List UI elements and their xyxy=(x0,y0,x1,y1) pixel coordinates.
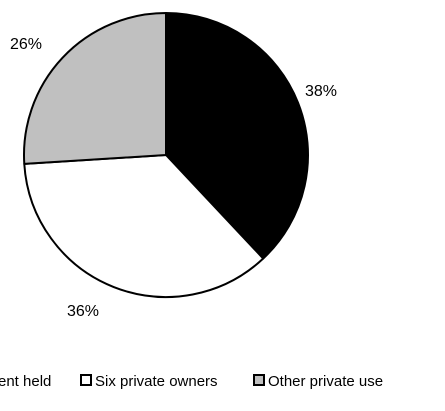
legend-entry-1: Six private owners xyxy=(80,373,218,390)
legend-entry-0: ent held xyxy=(0,373,51,390)
legend-label-2: Other private use xyxy=(268,373,383,390)
slice-label-0: 38% xyxy=(305,83,337,100)
pie-slice-0 xyxy=(165,12,309,260)
legend-entry-2: Other private use xyxy=(253,373,383,390)
pie-slices xyxy=(23,12,309,299)
pie-slice-1 xyxy=(23,154,265,299)
legend: ent held Six private owners Other privat… xyxy=(0,373,383,390)
pie-slice-2 xyxy=(23,12,167,165)
legend-label-0: ent held xyxy=(0,373,51,390)
slice-label-2: 26% xyxy=(10,36,42,53)
legend-swatch-2 xyxy=(253,374,265,386)
slice-labels: 38% 36% 26% xyxy=(10,36,337,320)
legend-swatch-1 xyxy=(80,374,92,386)
slice-label-1: 36% xyxy=(67,303,99,320)
legend-label-1: Six private owners xyxy=(95,373,218,390)
